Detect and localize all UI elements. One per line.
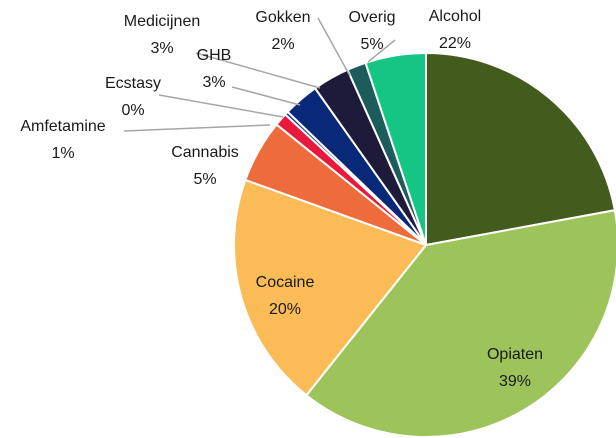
- data-label-value-ecstasy: 0%: [121, 102, 144, 119]
- data-label-category-cannabis: Cannabis: [171, 144, 239, 161]
- leader-line-ghb: [231, 86, 301, 106]
- data-label-value-gokken: 2%: [271, 36, 294, 53]
- data-label-overig: Overig 5%: [348, 9, 395, 53]
- data-label-category-overig: Overig: [348, 9, 395, 26]
- data-label-value-alcohol: 22%: [439, 35, 471, 52]
- leader-lines-layer: [123, 17, 396, 132]
- data-label-category-opiaten: Opiaten: [487, 346, 543, 363]
- data-label-category-medicijnen: Medicijnen: [124, 13, 200, 30]
- data-label-ecstasy: Ecstasy 0%: [105, 75, 161, 119]
- data-label-category-cocaine: Cocaine: [256, 274, 315, 291]
- data-label-value-overig: 5%: [360, 36, 383, 53]
- data-label-cocaine: Cocaine 20%: [256, 274, 315, 318]
- data-label-medicijnen: Medicijnen 3%: [124, 13, 200, 57]
- data-label-value-ghb: 3%: [202, 74, 225, 91]
- data-label-value-medicijnen: 3%: [150, 40, 173, 57]
- data-label-alcohol: Alcohol 22%: [429, 8, 481, 52]
- data-label-cannabis: Cannabis 5%: [171, 144, 239, 188]
- pie-slice-overig: [364, 51, 427, 246]
- data-label-category-alcohol: Alcohol: [429, 8, 481, 25]
- leader-line-overig: [367, 39, 396, 63]
- pie-slice-alcohol: [425, 51, 616, 247]
- data-label-category-ecstasy: Ecstasy: [105, 75, 161, 92]
- data-label-opiaten: Opiaten 39%: [487, 346, 543, 390]
- labels-layer: Alcohol 22% Opiaten 39% Cocaine 20% Cannabis 5%…: [20, 8, 543, 390]
- data-label-category-amfetamine: Amfetamine: [20, 118, 105, 135]
- leader-line-gokken: [317, 17, 351, 77]
- data-label-value-opiaten: 39%: [499, 373, 531, 390]
- pie-slice-cocaine: [233, 178, 428, 397]
- data-label-category-ghb: GHB: [197, 47, 232, 64]
- data-label-value-amfetamine: 1%: [51, 145, 74, 162]
- slices-layer: [233, 51, 616, 438]
- leader-line-ecstasy: [158, 94, 284, 118]
- data-label-value-cocaine: 20%: [269, 301, 301, 318]
- data-label-amfetamine: Amfetamine 1%: [20, 118, 105, 162]
- data-label-category-gokken: Gokken: [255, 9, 310, 26]
- data-label-gokken: Gokken 2%: [255, 9, 310, 53]
- leader-line-amfetamine: [123, 124, 271, 132]
- data-label-ghb: GHB 3%: [197, 47, 232, 91]
- data-label-value-cannabis: 5%: [193, 171, 216, 188]
- leader-line-medicijnen: [195, 52, 321, 89]
